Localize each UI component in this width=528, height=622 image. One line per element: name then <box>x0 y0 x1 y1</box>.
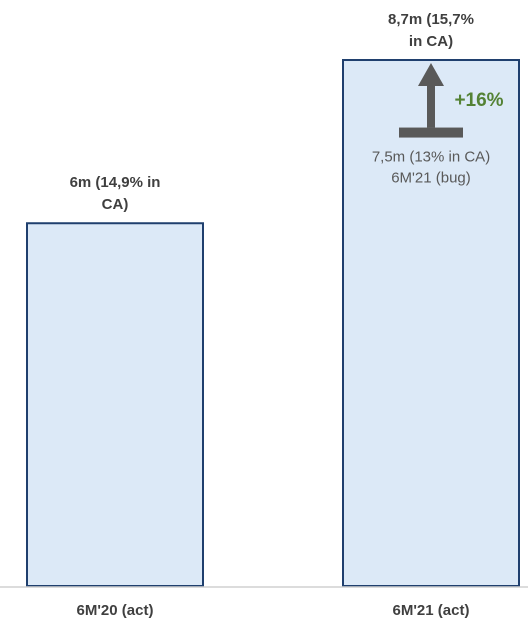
reference-label-line-2: 6M'21 (bug) <box>391 170 471 187</box>
labels-layer: 6M'20 (act) 6m (14,9% in CA) 6M'21 (act) 8,7… <box>70 11 474 619</box>
bar-2 <box>342 59 520 588</box>
x-tick-label-2: 6M'21 (act) <box>393 602 470 619</box>
reference-label-line-1: 7,5m (13% in CA) <box>372 149 490 166</box>
delta-label: +16% <box>454 90 503 111</box>
data-label-2-line-1: 8,7m (15,7% <box>388 11 474 28</box>
bars-layer <box>26 59 520 588</box>
data-label-1-line-1: 6m (14,9% in <box>70 174 161 191</box>
x-tick-label-1: 6M'20 (act) <box>77 602 154 619</box>
data-label-2-line-2: in CA) <box>409 33 453 50</box>
reference-value-marker <box>399 127 463 138</box>
data-label-1-line-2: CA) <box>102 196 129 213</box>
bar-1 <box>26 222 204 587</box>
arrow-stem <box>427 84 435 128</box>
arrow-up-icon <box>418 63 444 87</box>
reference-marker: +16% 7,5m (13% in CA) 6M'21 (bug) <box>372 63 504 187</box>
